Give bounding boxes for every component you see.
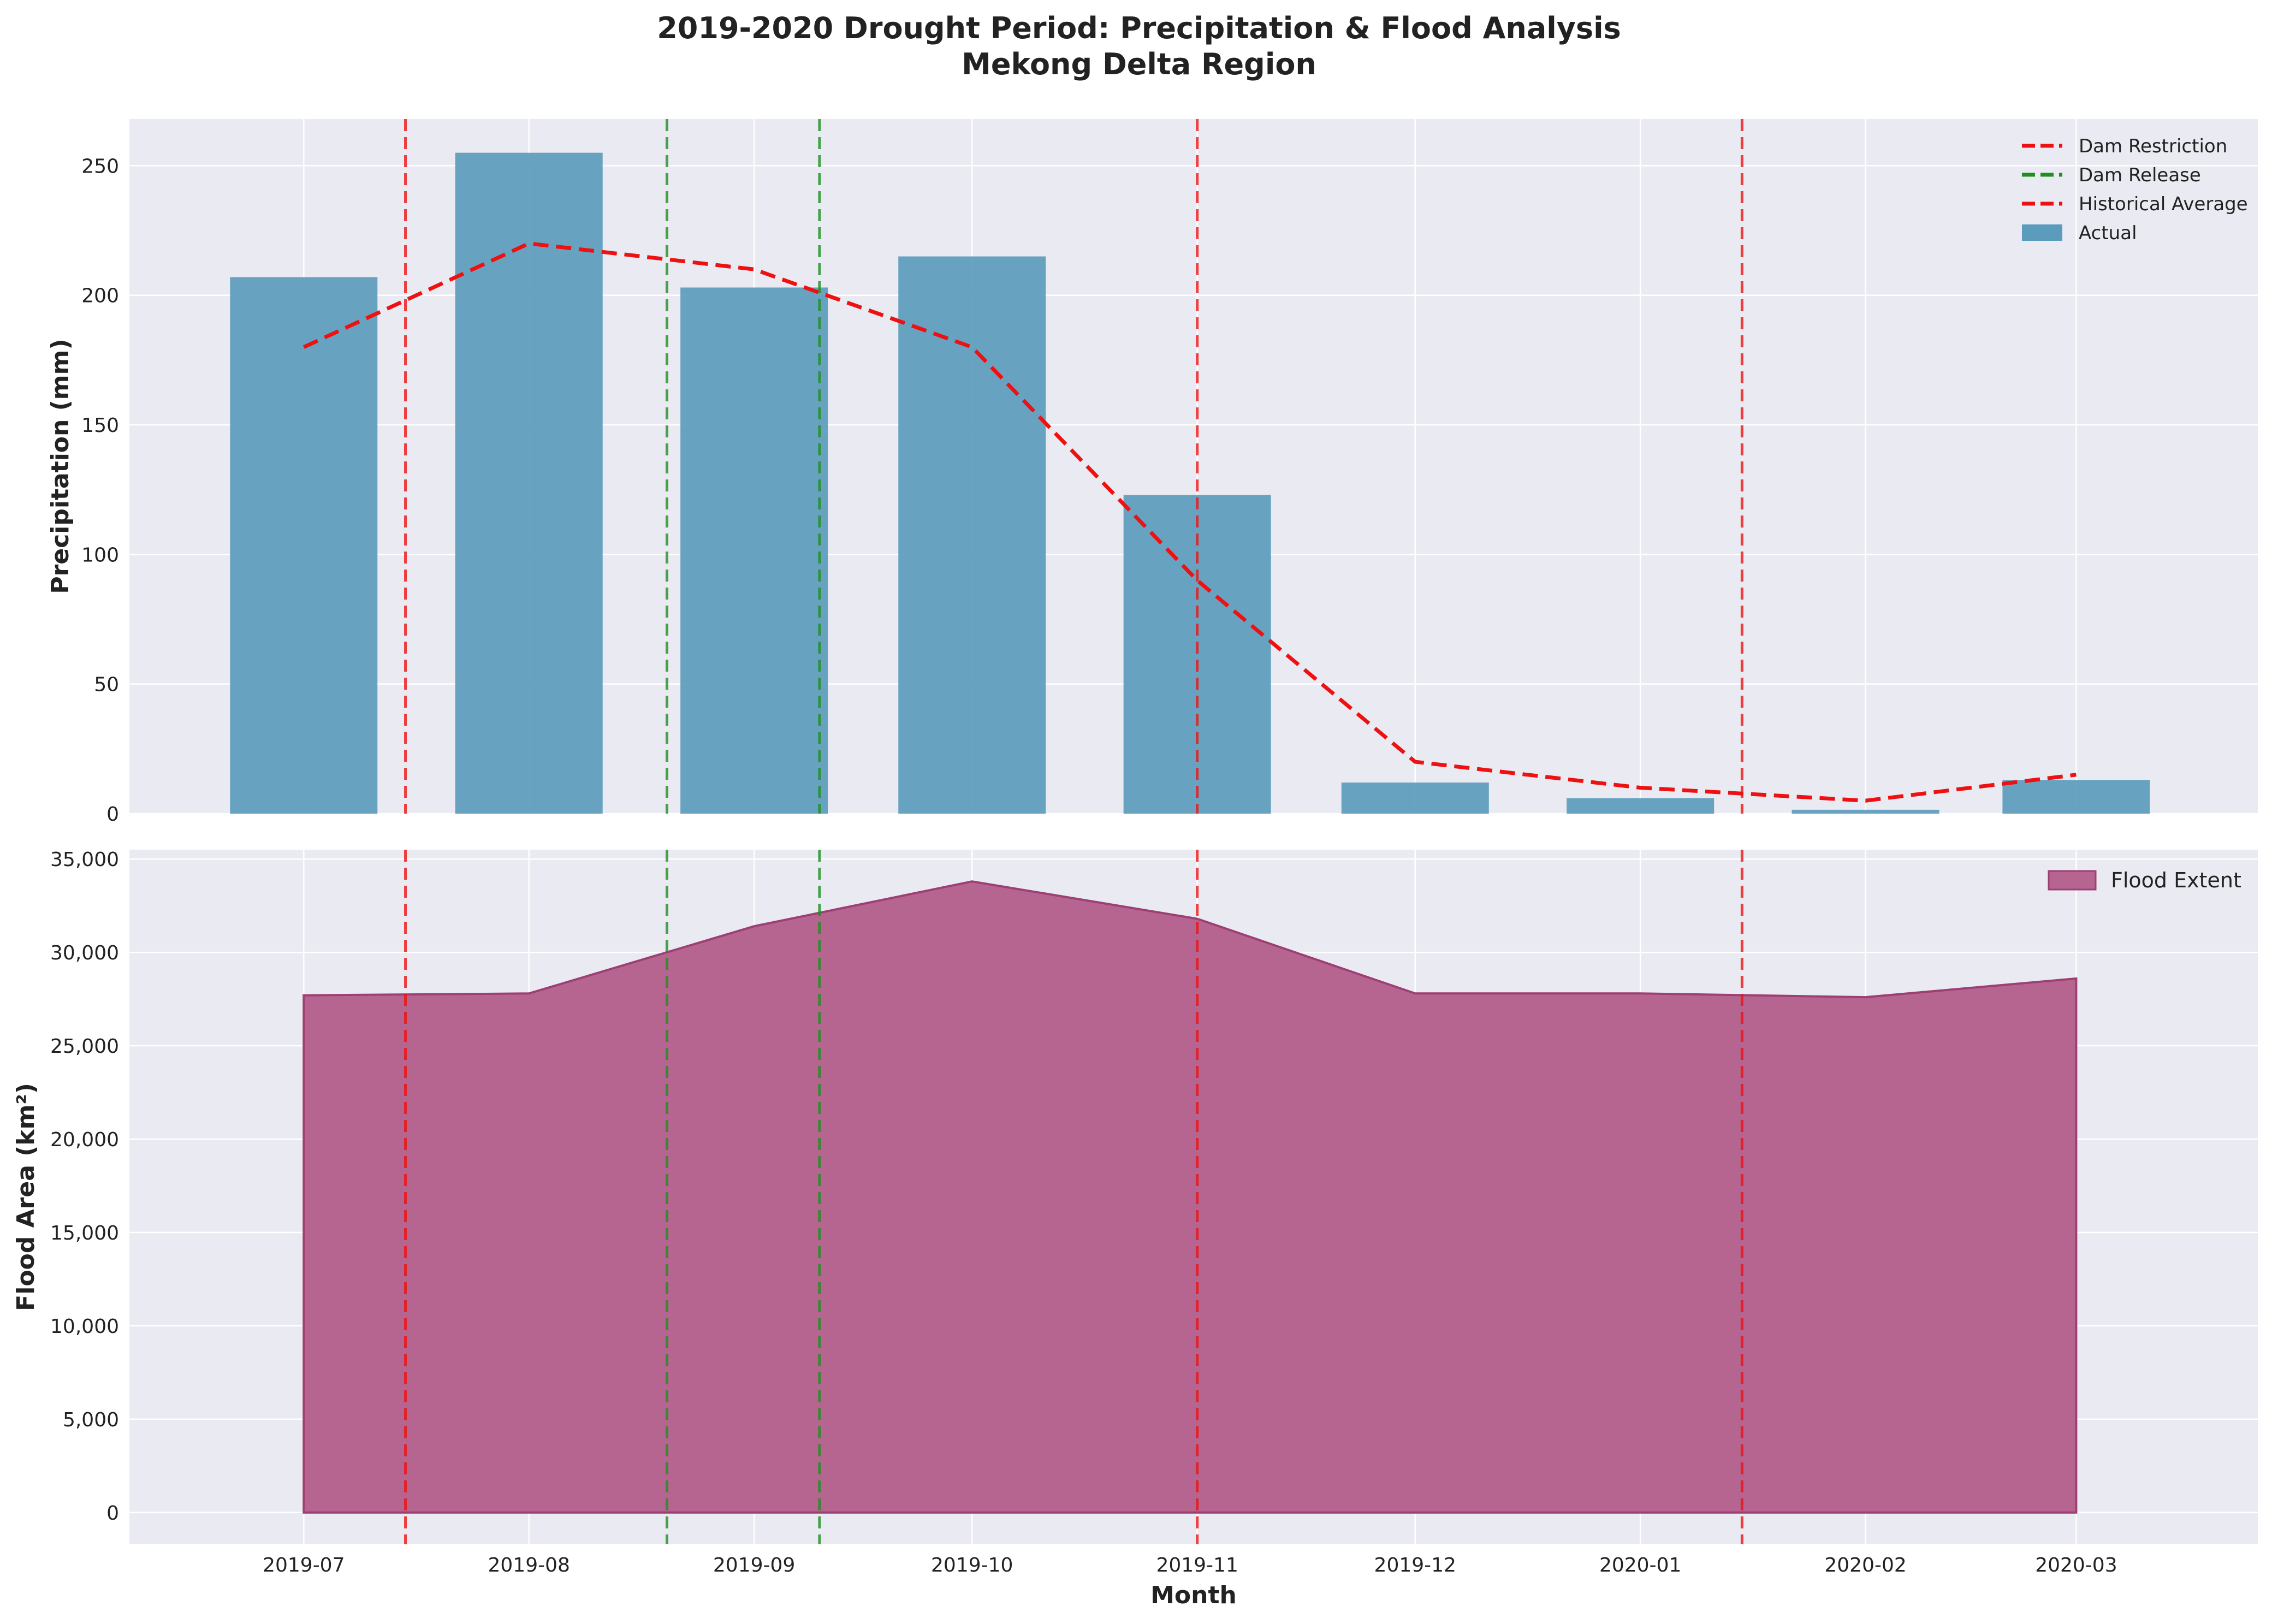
legend-label: Historical Average xyxy=(2079,193,2248,215)
x-tick-label: 2019-09 xyxy=(713,1554,795,1576)
x-tick-label: 2020-03 xyxy=(2035,1554,2117,1576)
x-tick-label: 2020-02 xyxy=(1824,1554,1906,1576)
x-tick-label: 2019-12 xyxy=(1374,1554,1456,1576)
legend-label: Dam Release xyxy=(2079,164,2201,186)
x-tick-label: 2019-07 xyxy=(263,1554,345,1576)
precip-bar xyxy=(680,287,828,814)
y-tick-label: 20,000 xyxy=(50,1129,119,1151)
x-tick-label: 2019-10 xyxy=(931,1554,1013,1576)
precip-bar xyxy=(230,277,378,814)
precip-bar xyxy=(898,256,1046,814)
y-tick-label: 0 xyxy=(106,1502,119,1525)
flood-y-axis-label: Flood Area (km²) xyxy=(12,1083,40,1311)
legend-label: Flood Extent xyxy=(2111,868,2241,892)
chart-subtitle: Mekong Delta Region xyxy=(962,47,1316,81)
y-tick-label: 0 xyxy=(106,803,119,826)
x-tick-label: 2019-11 xyxy=(1156,1554,1238,1576)
precip-bar xyxy=(1341,783,1489,814)
flood-extent-area xyxy=(302,880,2078,1514)
y-tick-label: 100 xyxy=(81,544,119,566)
precip-bar xyxy=(2002,780,2150,814)
y-tick-label: 15,000 xyxy=(50,1222,119,1244)
precip-bar xyxy=(455,152,603,814)
precip-bar xyxy=(1791,809,1939,814)
flood-y-ticks: 0 5,000 10,000 15,000 20,000 25,000 30,000 35,0… xyxy=(50,849,119,1525)
legend-label: Dam Restriction xyxy=(2079,135,2227,157)
flood-dam-lines xyxy=(404,850,1743,1544)
y-tick-label: 50 xyxy=(94,674,119,696)
x-tick-label: 2020-01 xyxy=(1599,1554,1681,1576)
precipitation-y-axis-label: Precipitation (mm) xyxy=(46,339,74,594)
precip-bar xyxy=(1567,798,1715,814)
x-axis-label: Month xyxy=(1150,1581,1237,1609)
y-tick-label: 5,000 xyxy=(63,1409,119,1431)
y-tick-label: 35,000 xyxy=(50,849,119,871)
legend-swatch-actual xyxy=(2022,224,2062,241)
y-tick-label: 250 xyxy=(81,155,119,177)
y-tick-label: 25,000 xyxy=(50,1035,119,1058)
precipitation-bars xyxy=(230,152,2150,814)
x-axis-ticks: 2019-07 2019-08 2019-09 2019-10 2019-11 2019-… xyxy=(263,1554,2117,1576)
precipitation-legend: Dam Restriction Dam Release Historical Ave… xyxy=(2022,135,2248,244)
x-tick-label: 2019-08 xyxy=(488,1554,570,1576)
y-tick-label: 30,000 xyxy=(50,942,119,964)
precipitation-dam-lines xyxy=(404,119,1743,814)
y-tick-label: 150 xyxy=(81,414,119,437)
legend-swatch-flood-extent xyxy=(2048,870,2097,891)
precipitation-panel: 0 50 100 150 200 250 Precipitation (mm) Dam R… xyxy=(46,119,2258,826)
precipitation-y-ticks: 0 50 100 150 200 250 xyxy=(81,155,119,826)
historical-average-line xyxy=(302,241,2077,803)
chart-title: 2019-2020 Drought Period: Precipitation … xyxy=(657,11,1621,45)
y-tick-label: 10,000 xyxy=(50,1315,119,1338)
flood-panel: 0 5,000 10,000 15,000 20,000 25,000 30,000 35,0… xyxy=(12,849,2258,1544)
y-tick-label: 200 xyxy=(81,285,119,307)
flood-legend: Flood Extent xyxy=(2048,868,2241,892)
legend-label: Actual xyxy=(2079,222,2137,244)
